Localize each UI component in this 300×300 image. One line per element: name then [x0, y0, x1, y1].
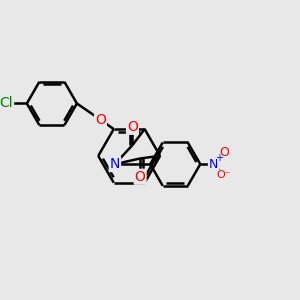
- Text: Cl: Cl: [0, 97, 13, 110]
- Text: O: O: [127, 120, 138, 134]
- Text: O: O: [219, 146, 229, 160]
- Text: O: O: [135, 170, 146, 184]
- Text: O⁻: O⁻: [217, 170, 231, 180]
- Text: N: N: [110, 157, 120, 171]
- Text: O: O: [95, 113, 106, 127]
- Text: N: N: [209, 158, 218, 171]
- Text: +: +: [215, 153, 223, 163]
